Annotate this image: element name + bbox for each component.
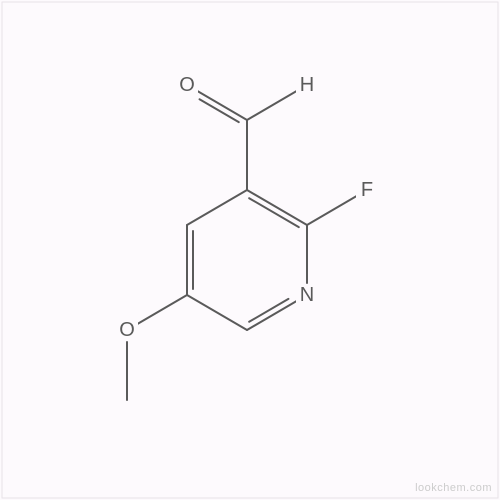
molecule-diagram: N F O H O [0,0,500,500]
svg-text:N: N [300,284,314,306]
image-container: N F O H O lookchem.com [0,0,500,500]
svg-text:H: H [300,74,314,96]
svg-text:O: O [119,319,135,341]
svg-text:O: O [179,74,195,96]
svg-text:F: F [361,179,373,201]
watermark-text: lookchem.com [415,482,492,494]
